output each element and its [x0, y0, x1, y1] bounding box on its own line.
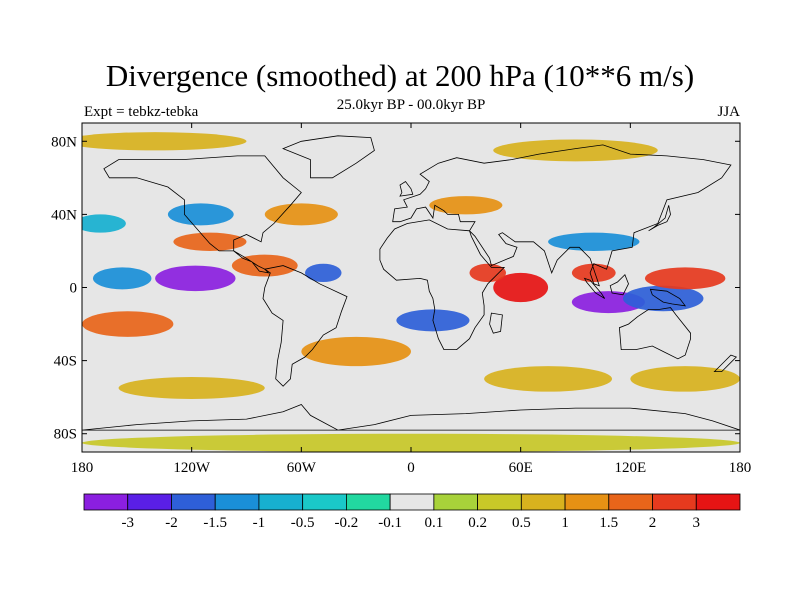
divergence-cell-6 [167, 203, 234, 226]
divergence-cell-12 [644, 267, 726, 290]
colorbar-swatch [520, 493, 566, 511]
divergence-cell-18 [301, 336, 411, 367]
divergence-cell-7 [82, 214, 126, 233]
colorbar-label: -0.1 [378, 515, 402, 531]
colorbar-label: 0.2 [468, 515, 487, 531]
colorbar-swatch [83, 493, 129, 511]
colorbar-label: 0.1 [424, 515, 443, 531]
colorbar-label: 0.5 [512, 515, 531, 531]
colorbar: -3 -2 -1.5 -1 -0.5 -0.2 -0.1 0.1 0.2 0.5 1 1.5 2 3 [83, 493, 741, 531]
coastline-new-zealand [713, 354, 738, 373]
x-tick-label: 0 [407, 460, 415, 476]
colorbar-swatch [433, 493, 479, 511]
coastline-japan [648, 205, 671, 232]
coastline-sumatra [583, 277, 606, 299]
divergence-cell-23 [82, 132, 247, 151]
colorbar-swatch [127, 493, 172, 511]
y-tick-label: 40N [51, 207, 77, 223]
time-range-subtitle: 25.0kyr BP - 00.0kyr BP [336, 97, 486, 113]
x-tick-label: 60E [509, 460, 533, 476]
coastline-borneo [609, 273, 629, 296]
colorbar-label: -0.5 [291, 515, 315, 531]
coastline-uk [399, 180, 414, 197]
x-tick-label: 120E [614, 460, 646, 476]
divergence-cell-9 [493, 272, 549, 303]
divergence-cell-19 [484, 366, 613, 392]
colorbar-label: 1 [561, 515, 569, 531]
colorbar-swatch [389, 493, 435, 511]
coastlines [82, 135, 740, 431]
coastline-central-america [233, 250, 270, 274]
divergence-cell-1 [92, 267, 152, 290]
colorbar-label: 2 [649, 515, 657, 531]
divergence-cell-17 [429, 196, 503, 215]
divergence-cell-16 [264, 203, 338, 226]
colorbar-label: -1 [253, 515, 266, 531]
divergence-cell-11 [571, 263, 616, 283]
colorbar-swatch [171, 493, 216, 511]
colorbar-swatch [564, 493, 610, 511]
colorbar-label: -1.5 [203, 515, 227, 531]
divergence-cell-10 [469, 263, 507, 283]
y-tick-label: 80S [54, 427, 77, 443]
divergence-cell-21 [118, 377, 265, 399]
y-tick-label: 0 [70, 281, 78, 297]
experiment-label: Expt = tebkz-tebka [84, 104, 199, 120]
x-tick-label: 180 [729, 460, 752, 476]
colorbar-swatch [652, 493, 697, 511]
divergence-cell-3 [623, 285, 704, 312]
x-tick-label: 120W [173, 460, 211, 476]
y-tick-label: 80N [51, 134, 77, 150]
colorbar-label: -2 [165, 515, 178, 531]
colorbar-swatch [345, 493, 391, 511]
coastline-north-america [103, 155, 302, 252]
coastline-australia [618, 307, 691, 360]
coastline-africa [379, 219, 506, 351]
colorbar-swatch [608, 493, 653, 511]
divergence-cell-15 [173, 232, 247, 251]
colorbar-swatch [477, 493, 522, 511]
y-tick-label: 40S [54, 354, 77, 370]
x-tick-label: 60W [287, 460, 317, 476]
divergence-cell-24 [493, 139, 658, 162]
divergence-field [82, 123, 740, 452]
colorbar-swatch [695, 493, 741, 511]
coastline-south-america [262, 265, 348, 387]
divergence-cell-8 [548, 232, 640, 251]
coastline-new-guinea [649, 288, 687, 307]
colorbar-label: -3 [121, 515, 134, 531]
divergence-cell-4 [304, 263, 342, 283]
season-label: JJA [717, 104, 740, 120]
coastline-madagascar [489, 312, 503, 334]
coastline-greenland [282, 135, 375, 179]
colorbar-label: 3 [693, 515, 701, 531]
colorbar-swatch [214, 493, 260, 511]
divergence-cell-14 [82, 311, 174, 337]
colorbar-swatch [258, 493, 304, 511]
divergence-cell-20 [630, 366, 740, 392]
chart-title: Divergence (smoothed) at 200 hPa (10**6 … [105, 58, 695, 93]
divergence-cell-0 [155, 265, 236, 292]
coastline-europe-asia [392, 144, 732, 287]
colorbar-label: 1.5 [599, 515, 618, 531]
coastline-antarctica [82, 404, 740, 431]
divergence-cell-22 [82, 433, 740, 452]
x-tick-label: 180 [71, 460, 94, 476]
colorbar-swatch [302, 493, 347, 511]
axis-ticks: 180 120W 60W 0 60E 120E 180 80N 40N 0 40S 80S [51, 123, 751, 476]
colorbar-label: -0.2 [335, 515, 359, 531]
